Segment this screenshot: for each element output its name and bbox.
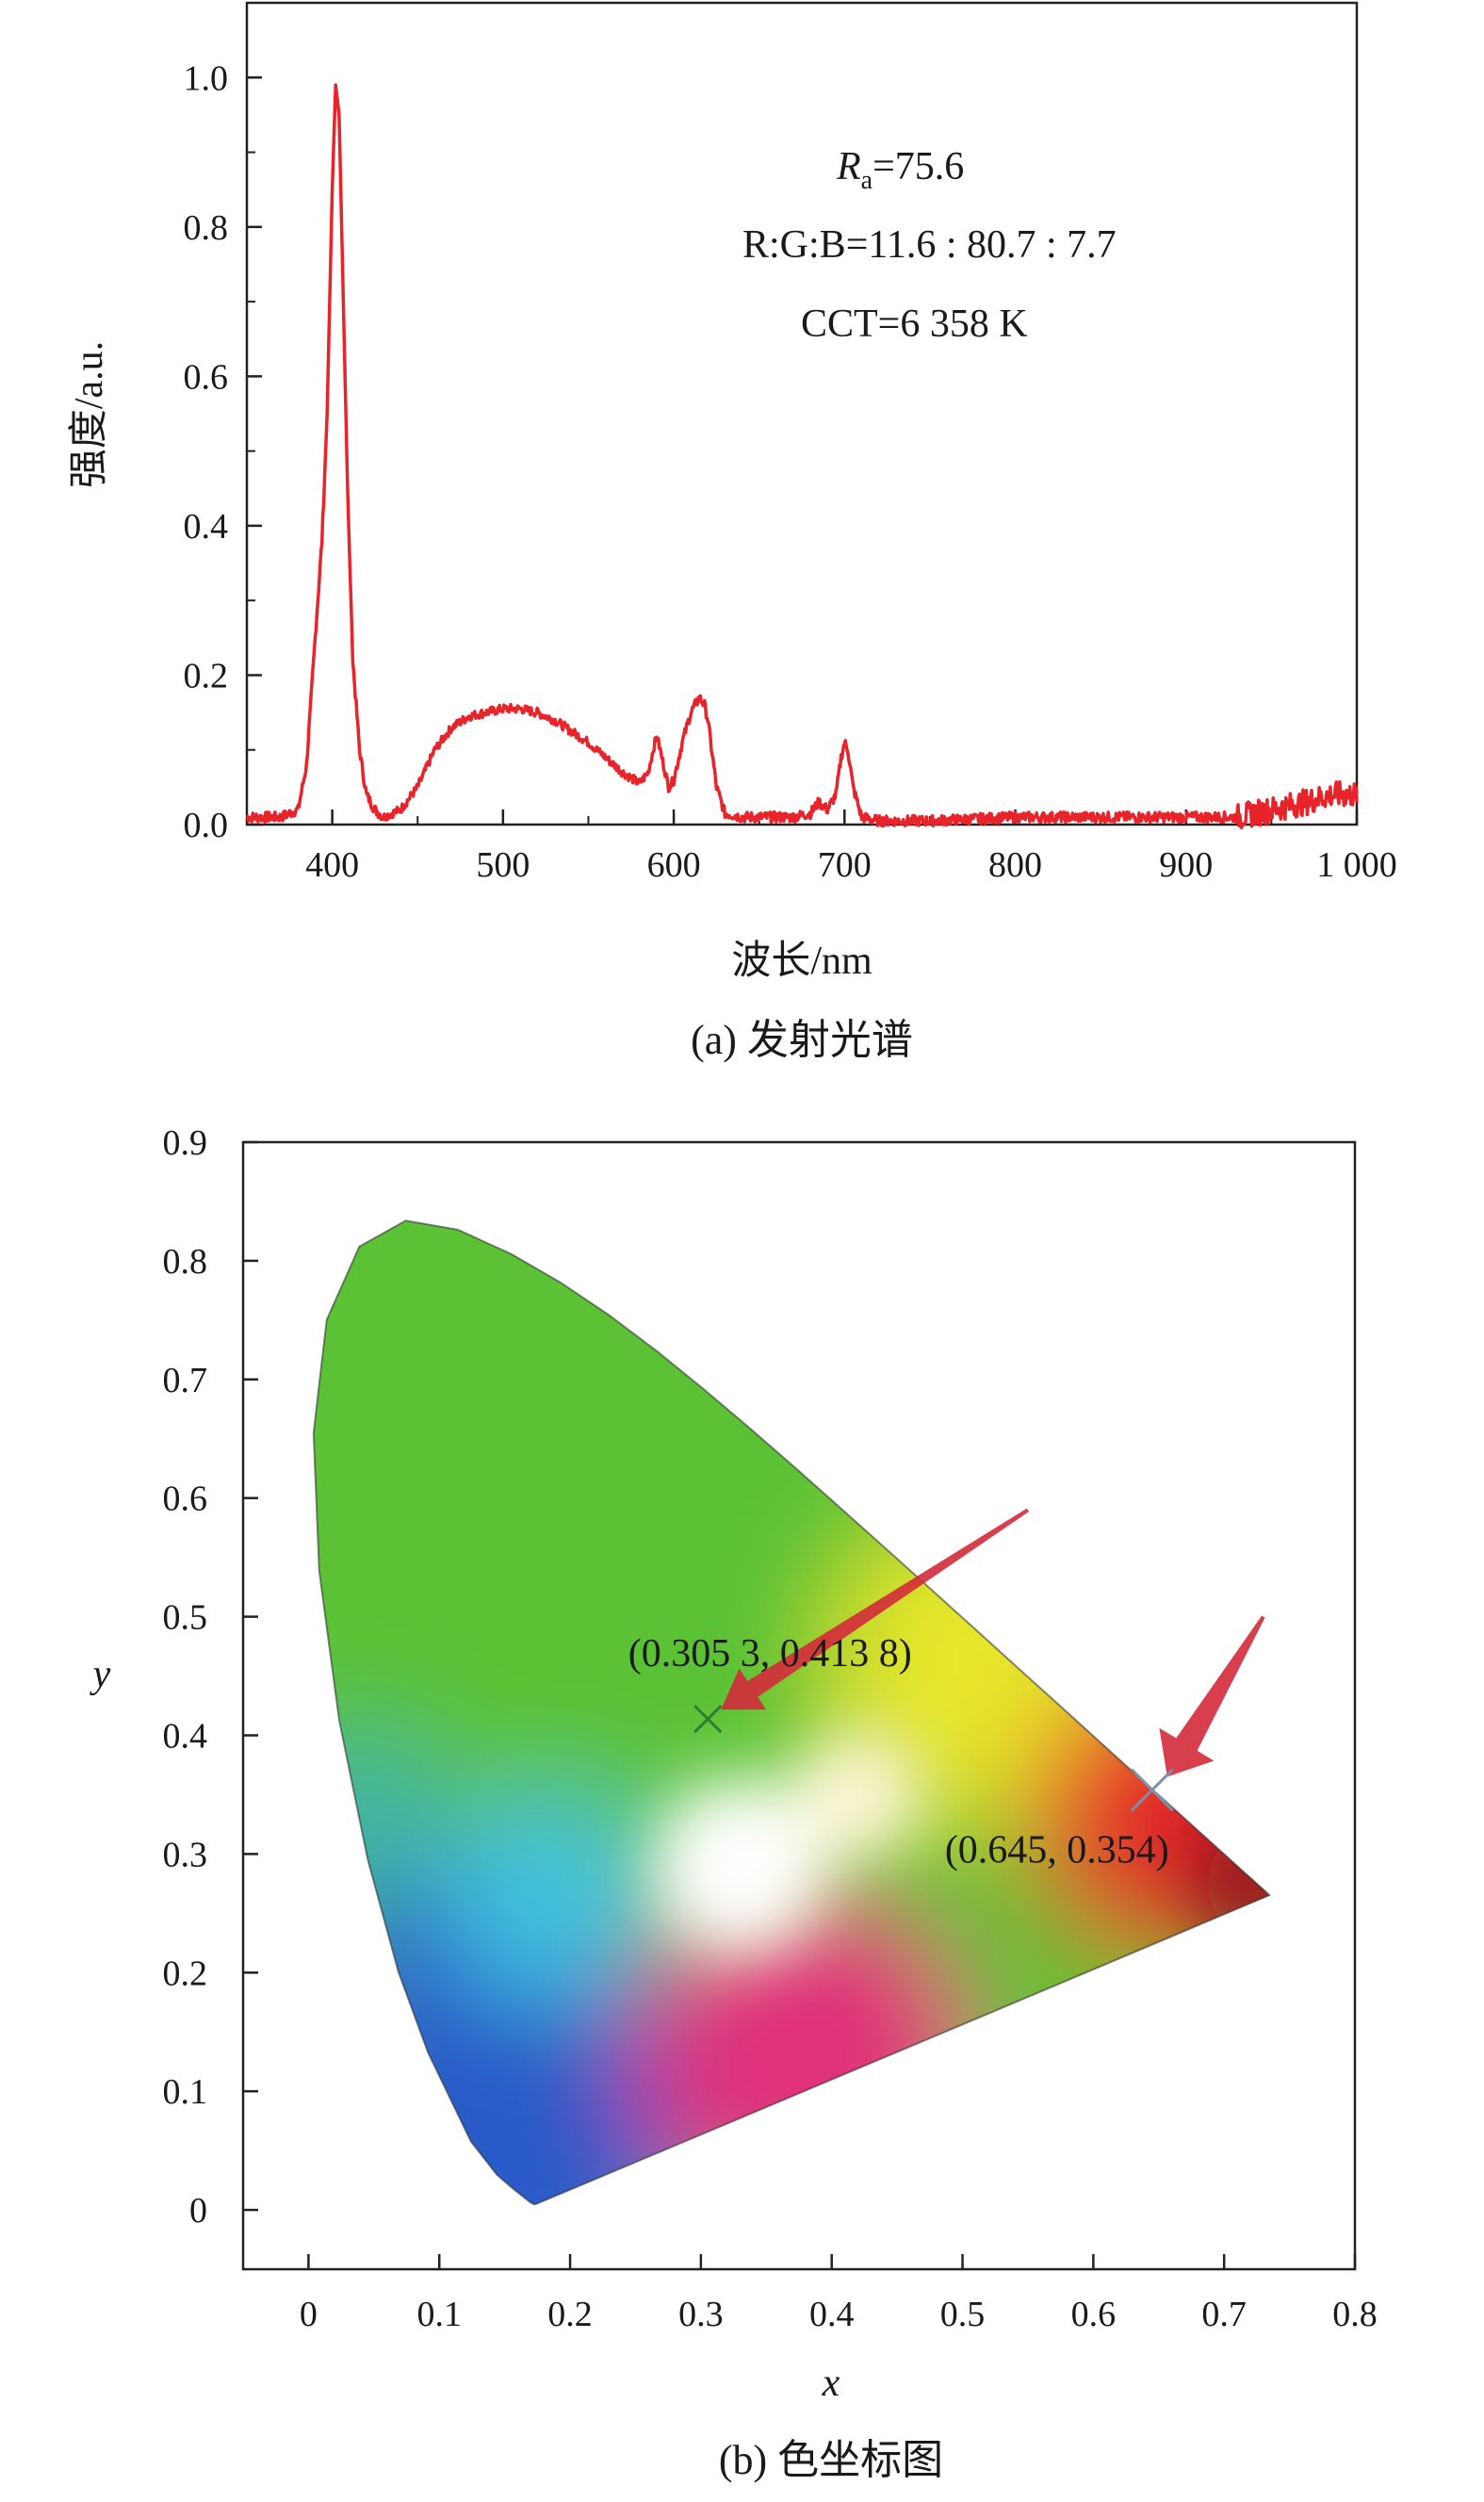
chromaticity-y-tick-label: 0.8 bbox=[163, 1242, 208, 1282]
ra-symbol: R bbox=[836, 145, 861, 188]
chromaticity-y-tick-label: 0.9 bbox=[163, 1123, 208, 1163]
gamut-white-point-glow bbox=[650, 1775, 830, 1955]
chromaticity-arrow bbox=[1159, 1615, 1265, 1777]
chromaticity-y-tick-label: 0.4 bbox=[163, 1716, 208, 1756]
spectrum-x-tick-label: 400 bbox=[305, 845, 359, 885]
spectrum-plot-frame bbox=[245, 1, 1359, 826]
spectrum-series-line bbox=[245, 83, 1359, 830]
chromaticity-x-tick-label: 0.4 bbox=[809, 2295, 855, 2334]
chromaticity-x-tick-label: 0.5 bbox=[940, 2295, 986, 2334]
spectrum-chart: 0.0 0.2 0.4 0.6 0.8 1.0 400 500 600 700 800 900 1 0… bbox=[68, 1, 1397, 1063]
chromaticity-point-label: (0.305 3, 0.413 8) bbox=[628, 1632, 912, 1676]
chromaticity-points: (0.305 3, 0.413 8) (0.645, 0.354) bbox=[628, 1632, 1174, 1872]
chromaticity-plot-frame bbox=[241, 1140, 1357, 2271]
gamut-darkred-tip bbox=[1202, 1836, 1270, 1931]
spectrum-caption: (a) 发射光谱 bbox=[691, 1017, 913, 1063]
spectrum-y-tick-label: 0.0 bbox=[184, 806, 229, 845]
spectrum-y-tick-label: 0.6 bbox=[184, 357, 229, 397]
ra-annotation: Ra=75.6 bbox=[836, 145, 964, 195]
cct-annotation: CCT=6 358 K bbox=[801, 303, 1028, 346]
chromaticity-y-axis-title: y bbox=[90, 1653, 111, 1696]
spectrum-x-tick-label: 900 bbox=[1159, 845, 1213, 885]
chromaticity-x-tick-label: 0.6 bbox=[1071, 2295, 1117, 2334]
chromaticity-x-tick-label: 0.8 bbox=[1332, 2295, 1378, 2334]
chromaticity-point-marker bbox=[1130, 1768, 1174, 1812]
chromaticity-x-tick-label: 0.1 bbox=[416, 2295, 462, 2334]
spectrum-y-tick-label: 0.8 bbox=[184, 208, 229, 248]
chromaticity-x-tick-label: 0 bbox=[300, 2295, 318, 2334]
ra-subscript: a bbox=[861, 166, 873, 195]
spectrum-y-ticks: 0.0 0.2 0.4 0.6 0.8 1.0 bbox=[184, 58, 262, 845]
chromaticity-y-tick-label: 0.6 bbox=[163, 1480, 208, 1519]
chromaticity-arrows bbox=[721, 1508, 1265, 1777]
spectrum-x-tick-label: 600 bbox=[647, 845, 701, 885]
chromaticity-x-ticks: 0 0.1 0.2 0.3 0.4 0.5 0.6 0.7 0.8 bbox=[300, 2254, 1378, 2334]
gamut-cyan-glow bbox=[440, 1797, 648, 2005]
spectrum-x-tick-label: 800 bbox=[988, 845, 1042, 885]
chromaticity-y-tick-label: 0.1 bbox=[163, 2072, 208, 2112]
gamut-green-glow bbox=[313, 1220, 659, 1565]
gamut-teal-glow bbox=[313, 1733, 446, 1904]
chromaticity-y-tick-label: 0.2 bbox=[163, 1954, 208, 1993]
spectrum-y-tick-label: 1.0 bbox=[184, 58, 229, 98]
chromaticity-x-tick-label: 0.3 bbox=[678, 2295, 724, 2334]
chromaticity-chart: 00.10.20.30.40.50.60.70.80.9 0 0.1 0.2 0.3 0… bbox=[90, 1123, 1378, 2483]
spectrum-y-axis-title: 强度/a.u. bbox=[68, 341, 111, 488]
chromaticity-arrow bbox=[721, 1508, 1029, 1710]
chromaticity-x-tick-label: 0.7 bbox=[1201, 2295, 1247, 2334]
chromaticity-point-label: (0.645, 0.354) bbox=[945, 1828, 1169, 1872]
spectrum-x-ticks: 400 500 600 700 800 900 1 000 bbox=[246, 809, 1397, 885]
spectrum-y-tick-label: 0.4 bbox=[184, 507, 229, 547]
cie-gamut-outline bbox=[312, 1219, 1272, 2205]
chromaticity-x-tick-label: 0.2 bbox=[547, 2295, 593, 2334]
spectrum-x-tick-label: 1 000 bbox=[1316, 845, 1397, 885]
rgb-ratio-annotation: R:G:B=11.6 : 80.7 : 7.7 bbox=[742, 223, 1117, 267]
ra-value: =75.6 bbox=[872, 145, 964, 188]
chromaticity-caption: (b) 色坐标图 bbox=[719, 2437, 943, 2483]
gamut-red-glow bbox=[1030, 1676, 1270, 1960]
chromaticity-y-tick-label: 0.5 bbox=[163, 1598, 208, 1638]
chromaticity-y-tick-label: 0.7 bbox=[163, 1361, 208, 1400]
chromaticity-y-ticks: 0 0.1 0.2 0.3 0.4 0.5 0.6 0.7 0.8 0.9 bbox=[163, 1123, 258, 2231]
chromaticity-y-tick-label: 0.3 bbox=[163, 1835, 208, 1874]
chromaticity-x-axis-title: x bbox=[822, 2362, 840, 2405]
spectrum-y-tick-label: 0.2 bbox=[184, 656, 229, 695]
spectrum-x-axis-title: 波长/nm bbox=[731, 940, 872, 983]
chromaticity-point-marker bbox=[693, 1705, 723, 1734]
gamut-warm-white-glow bbox=[791, 1728, 924, 1861]
spectrum-x-tick-label: 500 bbox=[476, 845, 530, 885]
chromaticity-y-tick-label: 0 bbox=[189, 2191, 207, 2231]
spectrum-x-tick-label: 700 bbox=[818, 845, 872, 885]
